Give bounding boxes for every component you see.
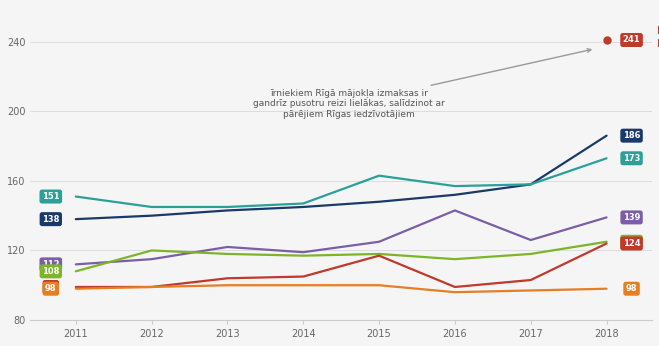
Text: 241: 241 [623, 36, 641, 45]
Text: 125: 125 [623, 237, 641, 246]
Text: 151: 151 [42, 192, 59, 201]
Text: 98: 98 [626, 284, 637, 293]
Text: Mājokļu īrnieki
Rīgā: Mājokļu īrnieki Rīgā [656, 26, 659, 49]
Text: 112: 112 [42, 260, 59, 269]
Text: īrniekiem Rīgā mājokļa izmaksas ir
gandrīz pusotru reizi lielākas, salīdzinot ar: īrniekiem Rīgā mājokļa izmaksas ir gandr… [253, 49, 591, 119]
Text: 173: 173 [623, 154, 641, 163]
Text: 139: 139 [623, 213, 641, 222]
Text: 108: 108 [42, 267, 59, 276]
Text: 186: 186 [623, 131, 641, 140]
Text: 99: 99 [45, 282, 57, 291]
Text: 124: 124 [623, 239, 641, 248]
Text: 98: 98 [45, 284, 57, 293]
Text: 138: 138 [42, 215, 59, 224]
